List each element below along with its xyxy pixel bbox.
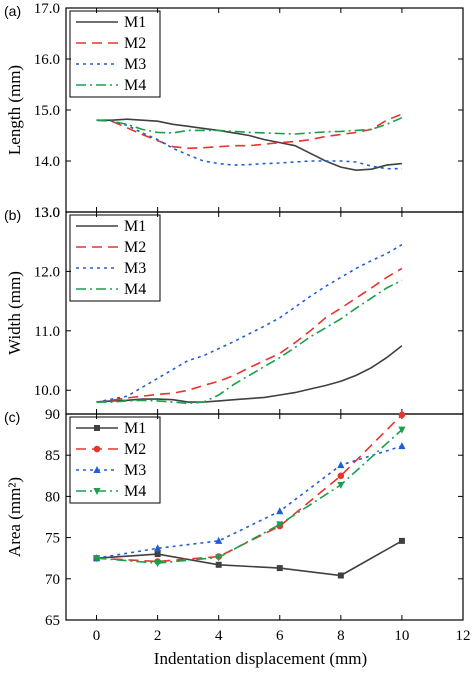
- series-line-M2: [96, 113, 403, 150]
- legend-label-M1: M1: [124, 420, 146, 437]
- series-line-M1: [96, 345, 403, 403]
- data-point: [154, 544, 162, 552]
- y-tick-label: 14.0: [34, 154, 60, 170]
- y-tick-label: 15.0: [34, 103, 60, 119]
- panel-2: (c) 65 70 75 80 85 90 0 2 4 6 8 10 12 Indentation disp…: [4, 407, 471, 668]
- legend-label-M3: M3: [124, 56, 146, 73]
- data-point: [154, 551, 161, 558]
- legend-label-M1: M1: [124, 14, 146, 31]
- legend-box: [69, 416, 161, 504]
- legend-label-M4: M4: [124, 281, 146, 298]
- series-line-M1: [96, 118, 402, 172]
- y-tick-label: 75: [45, 531, 60, 547]
- data-point: [398, 537, 405, 544]
- legend-label-M1: M1: [124, 218, 146, 235]
- series-line-M3: [96, 244, 403, 403]
- x-axis-title: Indentation displacement (mm): [154, 649, 367, 668]
- legend-label-M2: M2: [124, 239, 146, 256]
- x-tick-label: 12: [456, 628, 471, 644]
- y-tick-label: 80: [45, 489, 60, 505]
- data-point: [337, 572, 344, 579]
- y-tick-label: 70: [45, 572, 60, 588]
- y-axis-title: Width (mm): [5, 271, 24, 355]
- y-tick-label: 65: [45, 613, 60, 629]
- series-line-M3: [96, 119, 402, 170]
- y-tick-label: 12.0: [34, 264, 60, 280]
- y-tick-label: 85: [45, 448, 60, 464]
- legend-label-M2: M2: [124, 441, 146, 458]
- legend-box: [69, 10, 161, 98]
- y-tick-label: 13.0: [34, 205, 60, 221]
- data-point: [215, 536, 223, 544]
- legend-label-M4: M4: [124, 77, 146, 94]
- series-line-M4: [96, 116, 403, 135]
- y-tick-label: 13.0: [34, 205, 60, 221]
- y-axis-title: Length (mm): [5, 65, 24, 155]
- panel-1: (b) 10.0 11.0 12.0 13.0 Width (mm) M1 M2 M3 M4: [4, 205, 464, 415]
- data-point: [337, 472, 345, 480]
- panel-label: (c): [4, 409, 20, 425]
- series-line-M3: [96, 445, 403, 559]
- y-tick-label: 11.0: [34, 324, 60, 340]
- series-line-M1: [96, 540, 403, 577]
- panel-label: (b): [4, 207, 21, 223]
- x-tick-label: 0: [93, 628, 101, 644]
- data-point: [276, 521, 284, 529]
- y-tick-label: 90: [45, 407, 60, 423]
- data-point: [215, 561, 222, 568]
- data-point: [398, 411, 406, 419]
- x-tick-label: 2: [154, 628, 162, 644]
- series-line-M2: [96, 414, 403, 563]
- y-tick-label: 16.0: [34, 52, 60, 68]
- data-point: [337, 461, 345, 469]
- x-tick-label: 8: [337, 628, 345, 644]
- data-point: [215, 554, 223, 562]
- legend-marker: [93, 488, 101, 495]
- legend-box: [69, 214, 161, 302]
- legend-label-M3: M3: [124, 462, 146, 479]
- legend-marker: [94, 425, 100, 431]
- data-point: [337, 481, 345, 489]
- data-point: [398, 426, 406, 434]
- x-tick-label: 10: [394, 628, 409, 644]
- x-tick-label: 6: [276, 628, 284, 644]
- legend-marker: [93, 445, 101, 453]
- panel-label: (a): [4, 3, 21, 19]
- y-axis-title: Area (mm²): [5, 477, 24, 557]
- legend-label-M4: M4: [124, 483, 146, 500]
- data-point: [154, 560, 162, 568]
- data-point: [276, 507, 284, 515]
- x-tick-label: 4: [215, 628, 223, 644]
- y-tick-label: 17.0: [34, 1, 60, 17]
- data-point: [92, 555, 101, 563]
- legend-marker: [93, 466, 101, 473]
- y-tick-label: 10.0: [34, 383, 60, 399]
- series-line-M4: [96, 279, 403, 405]
- plot-frame: [65, 413, 464, 621]
- legend-label-M2: M2: [124, 35, 146, 52]
- data-point: [398, 442, 406, 450]
- panel-0: (a) 13.0 14.0 15.0 16.0 17.0 Length (mm) M1 M2 M3…: [4, 1, 464, 221]
- series-line-M2: [96, 267, 403, 403]
- data-point: [276, 565, 283, 572]
- legend-label-M3: M3: [124, 260, 146, 277]
